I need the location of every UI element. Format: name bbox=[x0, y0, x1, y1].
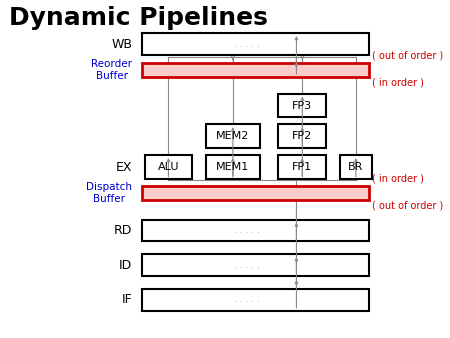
Text: FP3: FP3 bbox=[292, 100, 312, 111]
Text: ALU: ALU bbox=[158, 162, 179, 172]
Text: Dynamic Pipelines: Dynamic Pipelines bbox=[9, 6, 268, 30]
Text: . . . . .: . . . . . bbox=[234, 40, 260, 49]
Text: Dispatch
Buffer: Dispatch Buffer bbox=[86, 182, 132, 203]
Bar bbox=[142, 186, 369, 200]
Text: MEM1: MEM1 bbox=[216, 162, 249, 172]
Text: Reorder
Buffer: Reorder Buffer bbox=[91, 59, 132, 81]
Text: MEM2: MEM2 bbox=[216, 131, 250, 141]
Bar bbox=[278, 155, 326, 179]
Text: . . . . .: . . . . . bbox=[234, 226, 260, 235]
Text: . . . . .: . . . . . bbox=[234, 261, 260, 270]
Bar bbox=[142, 254, 369, 276]
Text: EX: EX bbox=[116, 161, 132, 173]
Bar bbox=[206, 155, 260, 179]
Bar bbox=[206, 124, 260, 148]
Text: ID: ID bbox=[119, 259, 132, 272]
Text: ( out of order ): ( out of order ) bbox=[372, 201, 443, 211]
Text: FP1: FP1 bbox=[292, 162, 312, 172]
Text: ( in order ): ( in order ) bbox=[372, 174, 423, 184]
Bar bbox=[278, 124, 326, 148]
Bar bbox=[142, 220, 369, 241]
Text: BR: BR bbox=[348, 162, 364, 172]
Text: IF: IF bbox=[122, 293, 132, 307]
Text: WB: WB bbox=[111, 38, 132, 51]
Text: FP2: FP2 bbox=[292, 131, 312, 141]
Text: ( in order ): ( in order ) bbox=[372, 78, 423, 88]
Bar bbox=[145, 155, 192, 179]
Bar bbox=[340, 155, 372, 179]
Bar bbox=[142, 63, 369, 77]
Text: . . . . .: . . . . . bbox=[234, 295, 260, 305]
Bar bbox=[278, 94, 326, 117]
Bar bbox=[142, 33, 369, 55]
Text: RD: RD bbox=[114, 224, 132, 237]
Bar bbox=[142, 289, 369, 311]
Text: ( out of order ): ( out of order ) bbox=[372, 51, 443, 61]
